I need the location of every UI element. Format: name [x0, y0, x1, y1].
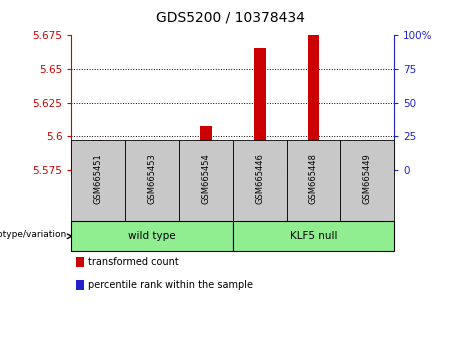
- Bar: [92, 140, 104, 170]
- Text: GSM665448: GSM665448: [309, 153, 318, 204]
- Bar: [254, 47, 266, 170]
- Text: GSM665453: GSM665453: [148, 153, 157, 204]
- Bar: [307, 35, 319, 170]
- Text: GSM665446: GSM665446: [255, 153, 264, 204]
- Bar: [146, 142, 158, 170]
- Bar: [361, 154, 373, 170]
- Text: GSM665454: GSM665454: [201, 153, 210, 204]
- Text: GSM665451: GSM665451: [94, 153, 103, 204]
- Text: transformed count: transformed count: [88, 257, 179, 267]
- Text: wild type: wild type: [128, 231, 176, 241]
- Text: KLF5 null: KLF5 null: [290, 231, 337, 241]
- Text: GDS5200 / 10378434: GDS5200 / 10378434: [156, 11, 305, 25]
- Text: GSM665449: GSM665449: [363, 153, 372, 204]
- Text: genotype/variation: genotype/variation: [0, 230, 67, 239]
- Bar: [200, 126, 212, 170]
- Text: percentile rank within the sample: percentile rank within the sample: [88, 280, 253, 290]
